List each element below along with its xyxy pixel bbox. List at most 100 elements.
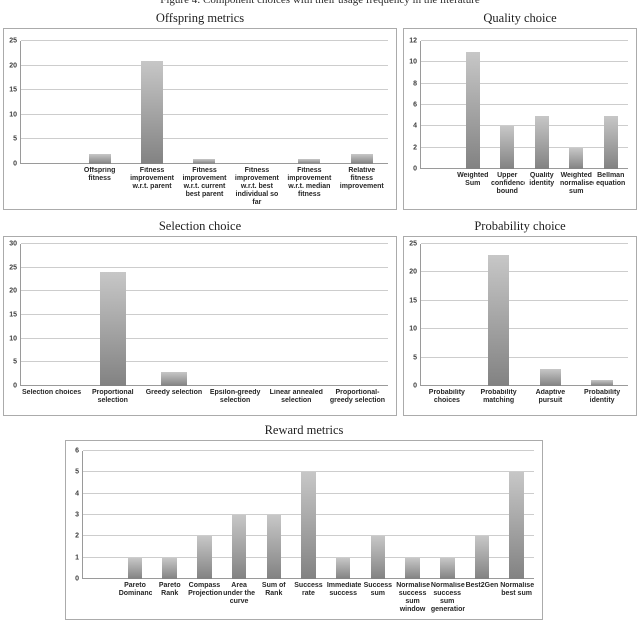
- chart-title: Offspring metrics: [155, 11, 245, 25]
- gridline: [83, 450, 534, 451]
- y-tick-label: 8: [413, 80, 417, 88]
- bar-slot: [256, 451, 291, 579]
- y-tick-label: 30: [9, 240, 17, 248]
- gridline: [421, 125, 628, 127]
- plot-area: [20, 40, 388, 164]
- x-label: Proportional selection: [91, 389, 134, 405]
- bar-slot: [126, 41, 178, 164]
- bar: [193, 158, 216, 164]
- bar-slot: [361, 451, 396, 579]
- bar-slot: [21, 41, 73, 164]
- bar-slot: [395, 451, 430, 579]
- gridline: [21, 290, 388, 292]
- y-axis: 0 5 10 15 20 25: [406, 240, 420, 390]
- x-label: Probability choices: [428, 389, 465, 405]
- y-tick-label: 3: [75, 511, 79, 519]
- bar: [474, 536, 490, 579]
- bar-slot: [291, 451, 326, 579]
- y-tick-label: 4: [413, 122, 417, 130]
- gridline: [421, 356, 628, 358]
- plot-row: 0 2 4 6 8 10 12: [406, 37, 628, 173]
- x-label: Probability identity: [584, 389, 621, 405]
- x-label: Relative fitness improvement: [339, 166, 384, 190]
- bars: [21, 244, 388, 386]
- y-tick-label: 10: [9, 335, 17, 343]
- gridline: [21, 314, 388, 315]
- y-tick-label: 6: [413, 101, 417, 109]
- bar-slot: [266, 244, 327, 386]
- chart-box: 0 1 2 3 4 5 6 Pareto Dominance Pareto Rank Compa…: [65, 440, 543, 620]
- bar: [350, 153, 373, 164]
- bar-slot: [326, 451, 361, 579]
- chart-panel-offspring-metrics: Offspring metrics 0 5 10 15 20 25 Offspring f…: [3, 11, 397, 210]
- gridline: [421, 146, 628, 148]
- x-labels: Pareto Dominance Pareto Rank Compass Proje…: [83, 579, 534, 617]
- x-labels: Selection choices Proportional selection G…: [21, 386, 388, 413]
- plot-row: 0 5 10 15 20 25: [6, 38, 388, 168]
- gridline: [421, 82, 628, 84]
- y-tick-label: 25: [409, 240, 417, 248]
- y-tick-label: 12: [409, 37, 417, 45]
- x-axis-line: [421, 168, 628, 169]
- x-label: Success sum: [363, 582, 393, 598]
- y-tick-label: 1: [75, 554, 79, 562]
- bar: [301, 472, 316, 579]
- bars: [21, 41, 388, 164]
- bar: [127, 557, 143, 579]
- x-label: Compass Projection: [188, 582, 222, 598]
- y-tick-label: 0: [75, 575, 79, 583]
- chart-title: Selection choice: [158, 219, 242, 233]
- x-label: Immediate success: [326, 582, 361, 598]
- bar: [539, 368, 562, 386]
- x-label: Weighted normalised sum: [560, 172, 594, 196]
- bar: [99, 272, 126, 386]
- gridline: [21, 89, 388, 91]
- y-axis: 0 1 2 3 4 5 6: [68, 448, 82, 583]
- bar: [439, 557, 455, 579]
- y-tick-label: 10: [409, 325, 417, 333]
- x-label: Quality identity: [529, 172, 555, 188]
- bar: [534, 115, 549, 169]
- chart-box: 0 2 4 6 8 10 12 Weighted Sum Upper confidence b…: [403, 28, 637, 210]
- gridline: [21, 266, 388, 268]
- x-label: Offspring fitness: [83, 166, 116, 182]
- x-label: Greedy selection: [145, 389, 203, 396]
- y-tick-label: 15: [9, 311, 17, 319]
- x-label: Normalised best sum: [500, 582, 534, 598]
- chart-panel-selection-choice: Selection choice 0 5 10 15 20 25 30 Selection …: [3, 219, 397, 416]
- gridline: [421, 40, 628, 41]
- y-tick-label: 5: [413, 354, 417, 362]
- bar-slot: [73, 41, 125, 164]
- bar-slot: [82, 244, 143, 386]
- bar-slot: [205, 244, 266, 386]
- chart-title: Probability choice: [474, 219, 566, 233]
- bar-slot: [465, 451, 500, 579]
- x-label: Selection choices: [22, 389, 82, 396]
- bar: [88, 153, 111, 164]
- y-tick-label: 0: [13, 160, 17, 168]
- x-label: Epsilon-greedy selection: [209, 389, 261, 405]
- chart-title: Quality choice: [483, 11, 557, 25]
- chart-title: Reward metrics: [264, 423, 344, 437]
- bar-slot: [83, 451, 118, 579]
- y-tick-label: 4: [75, 490, 79, 498]
- bar: [603, 115, 618, 169]
- x-axis-line: [421, 385, 628, 386]
- bar: [405, 557, 420, 579]
- bar: [162, 557, 177, 579]
- gridline: [21, 113, 388, 115]
- bar-slot: [525, 244, 577, 386]
- bar: [569, 147, 584, 169]
- y-tick-label: 5: [13, 135, 17, 143]
- x-label: Adaptive pursuit: [535, 389, 566, 405]
- x-label: Normalised success sum generation: [430, 582, 465, 614]
- chart-box: 0 5 10 15 20 25 Probability choices Probabilit…: [403, 236, 637, 416]
- bar-slot: [421, 41, 456, 169]
- y-axis: 0 5 10 15 20 25 30: [6, 240, 20, 390]
- bar: [141, 60, 164, 164]
- x-axis-line: [21, 385, 388, 386]
- chart-panel-probability-choice: Probability choice 0 5 10 15 20 25 Probabilit…: [403, 219, 637, 416]
- bar-slot: [283, 41, 335, 164]
- gridline: [21, 138, 388, 140]
- y-tick-label: 10: [9, 111, 17, 119]
